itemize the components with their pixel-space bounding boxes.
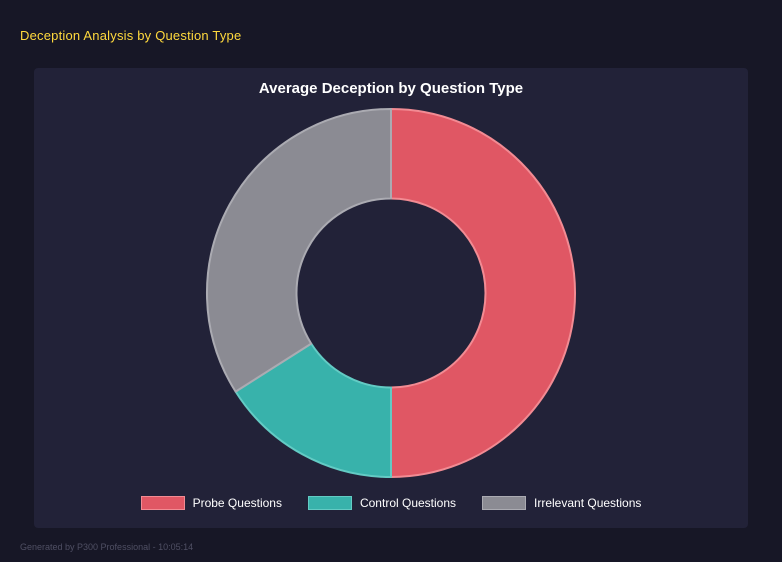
chart-panel: Average Deception by Question Type Probe… xyxy=(34,68,748,528)
legend-label: Control Questions xyxy=(359,496,457,510)
legend-item[interactable]: Probe Questions xyxy=(140,496,282,510)
page-title: Deception Analysis by Question Type xyxy=(20,28,242,43)
donut-chart xyxy=(206,107,577,479)
footer-text: Generated by P300 Professional - 10:05:1… xyxy=(20,542,194,552)
donut-segment-0[interactable] xyxy=(390,107,577,479)
donut-chart-area xyxy=(34,104,748,482)
legend-swatch xyxy=(482,496,527,510)
donut-segment-1[interactable] xyxy=(234,342,392,479)
chart-title: Average Deception by Question Type xyxy=(258,80,524,97)
legend-label: Probe Questions xyxy=(192,496,282,510)
legend-item[interactable]: Irrelevant Questions xyxy=(482,496,641,510)
donut-segment-2[interactable] xyxy=(206,107,392,393)
legend-label: Irrelevant Questions xyxy=(534,496,642,510)
legend-swatch xyxy=(307,496,352,510)
legend-swatch xyxy=(140,496,185,510)
legend-item[interactable]: Control Questions xyxy=(307,496,457,510)
chart-legend: Probe Questions Control Questions Irreleva… xyxy=(34,496,748,510)
